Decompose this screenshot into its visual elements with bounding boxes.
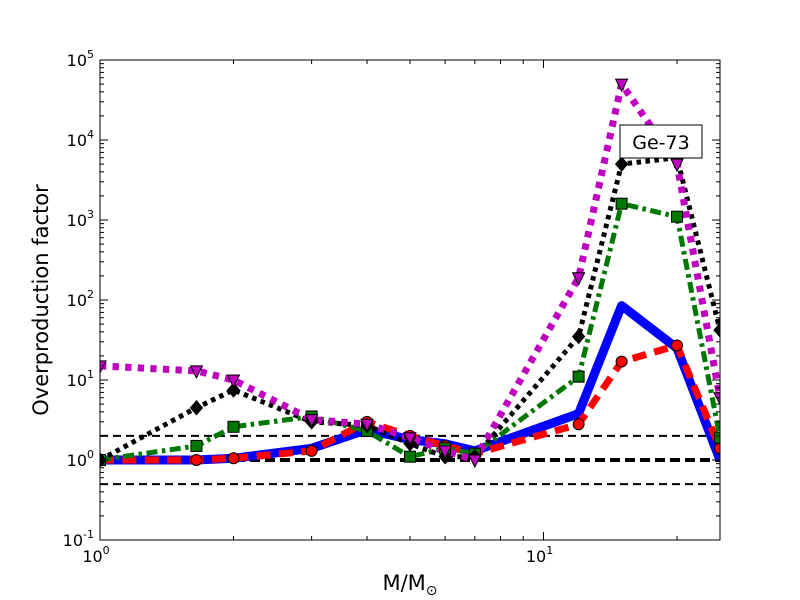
y-axis-label: Overproduction factor	[29, 184, 53, 416]
x-axis-label: M/M⊙	[382, 571, 437, 599]
y-tick-base: 10	[63, 531, 83, 550]
series-2-point	[671, 339, 684, 352]
y-tick-label: 10-1	[63, 528, 94, 550]
series-2-point	[615, 355, 628, 368]
y-tick-exponent: 2	[87, 288, 94, 301]
series-3-point	[404, 450, 416, 463]
series-5-point	[226, 374, 241, 389]
y-tick-base: 10	[67, 131, 87, 150]
series-4-point	[614, 156, 629, 172]
y-tick-base: 10	[67, 211, 87, 230]
y-tick-label: 100	[67, 448, 94, 470]
x-tick-label: 101	[526, 544, 553, 566]
series-2-point	[714, 442, 720, 455]
x-tick-base: 10	[526, 547, 546, 566]
series-2-point	[227, 452, 240, 465]
y-tick-base: 10	[67, 51, 87, 70]
series-3-point	[190, 439, 203, 452]
y-tick-label: 101	[67, 368, 94, 390]
series-5-point	[670, 158, 684, 173]
y-tick-exponent: 5	[87, 48, 94, 61]
series-4-point	[189, 399, 204, 416]
series-3-point	[714, 431, 720, 444]
y-tick-base: 10	[67, 291, 87, 310]
series-2-point	[572, 418, 585, 431]
y-tick-label: 104	[67, 128, 94, 150]
series-line-4	[100, 155, 720, 463]
x-axis-label-sub: ⊙	[426, 583, 438, 599]
y-tick-exponent: -1	[83, 528, 94, 541]
series-5-point	[571, 272, 586, 286]
y-tick-label: 103	[67, 208, 94, 230]
y-tick-label: 105	[67, 48, 94, 70]
series-3-point	[671, 210, 684, 223]
x-axis-label-main: M/M	[382, 571, 425, 595]
annotation-box: Ge-73	[619, 124, 703, 159]
x-tick-base: 10	[82, 547, 102, 566]
series-5-point	[614, 78, 629, 93]
series-2-point	[190, 454, 203, 466]
annotation-label: Ge-73	[632, 132, 689, 154]
series-4-point	[571, 328, 586, 345]
series-5-point	[713, 392, 720, 406]
y-tick-exponent: 1	[87, 368, 94, 381]
series-3-point	[227, 420, 240, 433]
y-tick-exponent: 0	[87, 448, 94, 461]
series-5-point	[304, 414, 319, 428]
series-3-point	[615, 197, 628, 210]
series-4-point	[713, 322, 720, 338]
series-4-point	[226, 382, 241, 398]
series-5-point	[100, 360, 107, 375]
series-5-point	[360, 418, 374, 433]
x-tick-label: 100	[82, 544, 109, 566]
x-tick-exponent: 0	[103, 544, 110, 557]
y-tick-base: 10	[67, 451, 87, 470]
series-3-point	[572, 370, 585, 383]
x-tick-exponent: 1	[546, 544, 553, 557]
y-tick-base: 10	[67, 371, 87, 390]
series-line-3	[100, 201, 720, 463]
y-tick-exponent: 4	[87, 128, 94, 141]
series-5-point	[438, 445, 452, 460]
series-layer	[100, 80, 720, 465]
series-5-point	[189, 365, 204, 380]
marker-layer	[100, 78, 720, 469]
series-5-point	[403, 432, 417, 446]
y-tick-label: 102	[67, 288, 94, 310]
series-line-5	[100, 80, 720, 464]
series-5-point	[468, 454, 482, 469]
series-2-point	[305, 444, 318, 457]
y-tick-exponent: 3	[87, 208, 94, 221]
